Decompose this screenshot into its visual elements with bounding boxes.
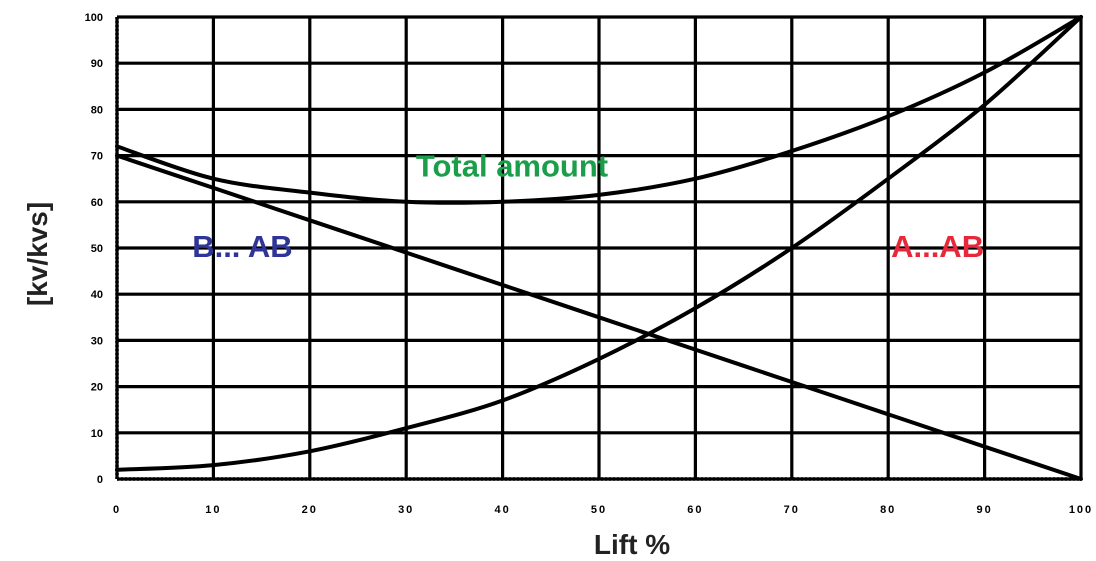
total-amount-label: Total amount	[416, 148, 608, 183]
y-tick-label: 20	[91, 382, 103, 394]
b-ab-label: B... AB	[192, 229, 292, 264]
x-tick-label: 80	[880, 504, 896, 516]
y-tick-label: 90	[91, 58, 103, 70]
y-tick-label: 40	[91, 289, 103, 301]
x-tick-label: 0	[113, 504, 121, 516]
series-total-amount-line	[115, 15, 1083, 205]
y-tick-label: 10	[91, 428, 103, 440]
x-tick-label: 20	[302, 504, 318, 516]
y-tick-label: 0	[97, 474, 103, 486]
x-tick-label: 70	[784, 504, 800, 516]
x-tick-label: 60	[687, 504, 703, 516]
x-axis-title: Lift %	[594, 529, 670, 560]
a-ab-label: A...AB	[891, 229, 984, 264]
annotations: Total amount B... AB A...AB	[192, 148, 984, 264]
series-layer	[115, 15, 1083, 481]
x-tick-label: 90	[976, 504, 992, 516]
x-tick-label: 50	[591, 504, 607, 516]
y-tick-labels: 0 10 20 30 40 50 60 70 80 90 100	[85, 12, 103, 486]
y-axis-title: [kv/kvs]	[22, 202, 53, 306]
x-tick-label: 30	[398, 504, 414, 516]
y-tick-label: 30	[91, 335, 103, 347]
y-tick-label: 80	[91, 104, 103, 116]
x-tick-labels: 0 10 20 30 40 50 60 70 80 90 100	[113, 504, 1093, 516]
x-tick-label: 40	[494, 504, 510, 516]
series-a-ab-line	[115, 15, 1083, 472]
y-tick-label: 60	[91, 197, 103, 209]
x-tick-label: 10	[205, 504, 221, 516]
y-tick-label: 50	[91, 243, 103, 255]
grid-layer	[115, 15, 1083, 481]
series-b-ab-line	[115, 153, 1083, 481]
x-tick-label: 100	[1069, 504, 1093, 516]
y-tick-label: 100	[85, 12, 103, 24]
y-tick-label: 70	[91, 151, 103, 163]
